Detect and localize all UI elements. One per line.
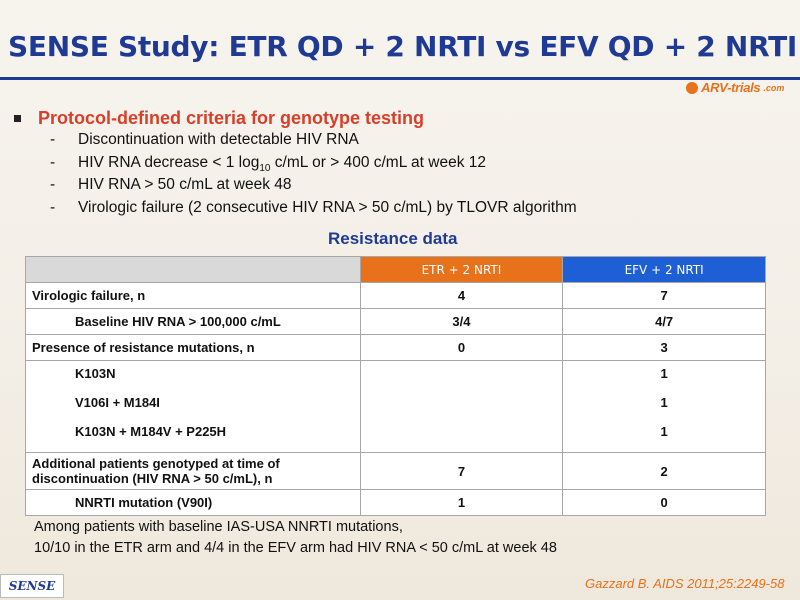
row-label: Presence of resistance mutations, n	[25, 334, 361, 361]
bullet-heading: Protocol-defined criteria for genotype t…	[14, 108, 424, 129]
etr-value: 3/4	[359, 308, 564, 335]
mutation-labels: K103N V106I + M184I K103N + M184V + P225…	[25, 360, 361, 453]
bullet-heading-text: Protocol-defined criteria for genotype t…	[38, 108, 425, 128]
criteria-subscript: 10	[259, 162, 271, 174]
etr-value	[367, 365, 557, 394]
logo-text: ARV-trials	[701, 80, 761, 95]
efv-value: 3	[562, 334, 766, 361]
logo-suffix: .com	[763, 82, 785, 93]
resistance-table: ETR + 2 NRTI EFV + 2 NRTI Virologic fail…	[25, 256, 766, 516]
square-bullet-icon	[14, 115, 21, 122]
header-etr: ETR + 2 NRTI	[359, 256, 564, 283]
table-row: Virologic failure, n 4 7	[25, 282, 766, 309]
table-row: Additional patients genotyped at time of…	[25, 452, 766, 490]
sense-badge: SENSE	[0, 574, 64, 598]
header-empty	[25, 256, 361, 283]
row-label: Virologic failure, n	[25, 282, 361, 309]
criteria-list: - Discontinuation with detectable HIV RNA…	[50, 129, 577, 219]
efv-value: 1	[660, 424, 668, 439]
arv-trials-logo: ARV-trials .com	[686, 80, 784, 95]
table-row: Baseline HIV RNA > 100,000 c/mL 3/4 4/7	[25, 308, 766, 335]
criteria-item: - Virologic failure (2 consecutive HIV RN…	[50, 198, 577, 216]
citation: Gazzard B. AIDS 2011;25:2249-58	[585, 576, 785, 591]
footnote-line: 10/10 in the ETR arm and 4/4 in the EFV …	[34, 540, 557, 556]
title-divider	[0, 77, 800, 80]
mutation-etr-values	[359, 360, 564, 453]
mutation-label: K103N	[75, 366, 116, 381]
criteria-text: HIV RNA decrease < 1 log	[78, 153, 260, 171]
mutation-label: K103N + M184V + P225H	[75, 424, 227, 439]
etr-value: 4	[359, 282, 564, 309]
criteria-item: - Discontinuation with detectable HIV RNA	[50, 131, 359, 148]
table-row: NNRTI mutation (V90I) 1 0	[25, 489, 766, 516]
efv-value: 1	[660, 366, 668, 381]
table-row-mutations: K103N V106I + M184I K103N + M184V + P225…	[25, 360, 766, 453]
header-efv: EFV + 2 NRTI	[562, 256, 766, 283]
criteria-item: - HIV RNA decrease < 1 log10 c/mL or > 40…	[50, 153, 487, 174]
mutation-label: V106I + M184I	[75, 395, 160, 410]
table-header-row: ETR + 2 NRTI EFV + 2 NRTI	[25, 256, 766, 283]
etr-value	[367, 423, 557, 452]
etr-value: 1	[359, 489, 564, 516]
criteria-text: Discontinuation with detectable HIV RNA	[78, 131, 359, 148]
etr-value	[367, 394, 557, 423]
efv-value: 4/7	[562, 308, 766, 335]
footnote-line: Among patients with baseline IAS-USA NNR…	[34, 519, 403, 535]
mutation-efv-values: 1 1 1	[562, 360, 766, 453]
slide-title: SENSE Study: ETR QD + 2 NRTI vs EFV QD +…	[8, 30, 797, 63]
row-label: Baseline HIV RNA > 100,000 c/mL	[25, 308, 361, 335]
criteria-text-cont: c/mL or > 400 c/mL at week 12	[270, 153, 487, 171]
criteria-item: - HIV RNA > 50 c/mL at week 48	[50, 176, 292, 193]
footnote: Among patients with baseline IAS-USA NNR…	[34, 517, 557, 559]
table-row: Presence of resistance mutations, n 0 3	[25, 334, 766, 361]
logo-dot-icon	[686, 81, 698, 94]
etr-value: 7	[359, 452, 564, 490]
resistance-title: Resistance data	[328, 229, 458, 248]
efv-value: 0	[562, 489, 766, 516]
criteria-text: HIV RNA > 50 c/mL at week 48	[78, 176, 292, 193]
efv-value: 2	[562, 452, 766, 490]
row-label: NNRTI mutation (V90I)	[25, 489, 361, 516]
efv-value: 7	[562, 282, 766, 309]
efv-value: 1	[660, 395, 668, 410]
etr-value: 0	[359, 334, 564, 361]
criteria-text: Virologic failure (2 consecutive HIV RNA…	[78, 198, 577, 216]
row-label: Additional patients genotyped at time of…	[25, 452, 361, 490]
